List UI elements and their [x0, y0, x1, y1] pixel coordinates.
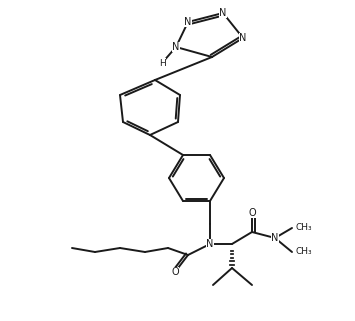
Text: N: N: [239, 33, 247, 43]
Text: O: O: [171, 267, 179, 277]
Text: N: N: [219, 8, 227, 18]
Text: N: N: [271, 233, 279, 243]
Text: H: H: [159, 58, 165, 67]
Text: O: O: [248, 208, 256, 218]
Text: CH₃: CH₃: [296, 223, 313, 232]
Text: N: N: [184, 17, 192, 27]
Text: N: N: [206, 239, 214, 249]
Text: CH₃: CH₃: [296, 247, 313, 256]
Text: N: N: [172, 42, 180, 52]
